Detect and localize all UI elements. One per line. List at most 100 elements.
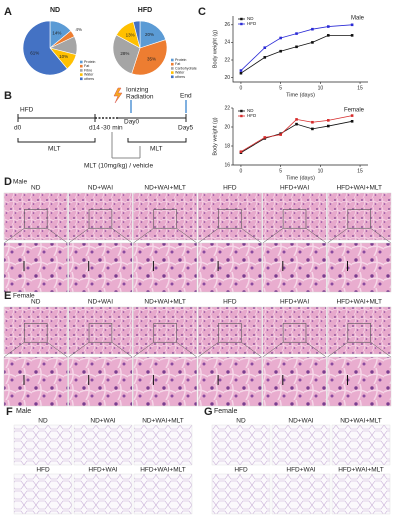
group-label: HFD+WAI (286, 467, 315, 474)
x-axis-label: Time (days) (286, 92, 315, 98)
legend-swatch (80, 64, 83, 68)
zoom-line (305, 228, 327, 244)
sex-label: Male (13, 179, 27, 186)
data-point (295, 32, 298, 35)
adipose-image (73, 424, 133, 466)
zoom-box (24, 209, 48, 229)
y-tick-label: 22 (224, 105, 230, 111)
y-tick-label: 20 (224, 75, 230, 81)
group-label: ND (38, 418, 48, 425)
pie-slice (132, 20, 141, 49)
legend-swatch (80, 73, 83, 76)
panel-letter: D (4, 176, 12, 188)
data-point (279, 133, 282, 136)
histology-zoom (133, 356, 198, 407)
histology-image (327, 192, 392, 241)
zoom-line (3, 228, 25, 244)
data-point (350, 120, 354, 123)
group-label: HFD+WAI (280, 185, 309, 192)
zoom-line (111, 228, 133, 244)
x-tick-label: 10 (318, 168, 324, 174)
group-label: HFD (234, 467, 248, 474)
data-point (295, 45, 298, 49)
zoom-line (327, 342, 348, 358)
series-line (240, 115, 353, 153)
legend-swatch (80, 60, 83, 64)
zoom-line (47, 228, 68, 244)
histology-image (68, 192, 133, 241)
y-tick-label: 16 (224, 162, 230, 168)
group-label: HFD+WAI+MLT (338, 467, 384, 474)
group-label: HFD+WAI (88, 467, 117, 474)
sex-label: Male (16, 408, 31, 415)
adipose-image (211, 473, 271, 515)
histology-zoom (262, 356, 327, 407)
data-point (279, 49, 282, 53)
y-axis-label: Body weight (g) (212, 30, 218, 68)
axis (232, 16, 368, 83)
time-mark: Day0 (124, 119, 140, 126)
legend-label: others (175, 75, 185, 79)
histology-image (133, 306, 198, 355)
zoom-line (262, 342, 284, 358)
series-line (240, 120, 353, 153)
zoom-box (218, 323, 242, 343)
group-label: ND+WAI+MLT (144, 299, 186, 306)
legend-marker (240, 22, 243, 26)
legend-label: ND (247, 108, 254, 113)
adipose-image (133, 424, 193, 466)
pie-slice (22, 20, 68, 76)
zoom-box (347, 209, 371, 229)
histology-image (327, 306, 392, 355)
zoom-line (370, 228, 392, 244)
data-point (239, 71, 243, 75)
histology-image (197, 192, 262, 241)
lightning-icon (113, 87, 123, 104)
panel-letter: F (6, 406, 13, 418)
treatment-label: MLT (48, 146, 61, 153)
panel-letter: G (204, 406, 213, 418)
histology-zoom (3, 242, 68, 293)
zoom-box (282, 209, 307, 229)
zoom-line (176, 228, 198, 244)
legend-marker (240, 109, 243, 113)
chart-title: Female (344, 108, 365, 114)
legend-label: ND (247, 16, 254, 21)
y-tick-label: 26 (224, 22, 230, 28)
data-point (350, 23, 354, 27)
x-axis-label: Time (days) (286, 175, 315, 181)
zoom-line (3, 342, 25, 358)
data-point (326, 124, 330, 128)
sex-label: Female (214, 408, 237, 415)
zoom-line (370, 342, 392, 358)
adipose-image (331, 424, 391, 466)
data-point (239, 150, 243, 153)
histology-zoom (327, 242, 392, 293)
zoom-line (197, 342, 219, 358)
histology-zoom (68, 356, 133, 407)
histology-image (3, 192, 68, 241)
x-tick-label: 10 (318, 85, 324, 91)
data-point (326, 25, 330, 28)
data-point (311, 120, 314, 124)
legend-label: Fat (84, 64, 89, 68)
histology-image (133, 192, 198, 241)
y-tick-label: 24 (224, 40, 230, 46)
data-point (311, 41, 314, 44)
legend-swatch (80, 77, 83, 81)
pie-title: HFD (138, 7, 152, 14)
legend-marker (240, 17, 243, 21)
time-mark: d0 (14, 125, 22, 132)
zoom-box (88, 209, 113, 229)
y-tick-label: 22 (224, 57, 230, 63)
zoom-box (153, 209, 177, 229)
zoom-line (305, 342, 327, 358)
histology-zoom (197, 356, 262, 407)
zoom-line (327, 228, 348, 244)
group-label: HFD (223, 299, 237, 306)
histology-image (68, 306, 133, 355)
dose-label: MLT (10mg/kg) / vehicle (84, 163, 154, 170)
group-label: ND+WAI (88, 299, 113, 306)
pie-value-label: 13% (126, 32, 135, 37)
